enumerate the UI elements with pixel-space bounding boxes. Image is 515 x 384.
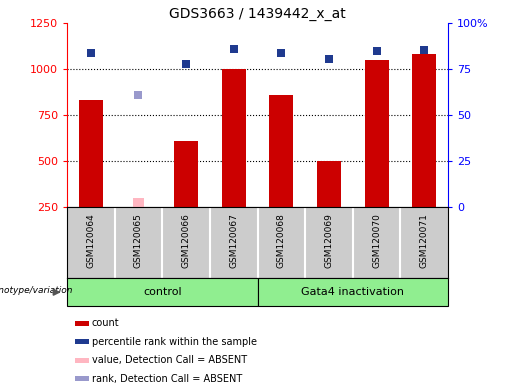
Point: [325, 56, 333, 62]
Text: genotype/variation: genotype/variation: [0, 286, 73, 295]
Text: percentile rank within the sample: percentile rank within the sample: [92, 337, 257, 347]
Text: GSM120070: GSM120070: [372, 213, 381, 268]
Text: GSM120065: GSM120065: [134, 213, 143, 268]
Bar: [269, 95, 293, 207]
Bar: [413, 55, 436, 207]
Text: control: control: [143, 287, 182, 297]
Text: rank, Detection Call = ABSENT: rank, Detection Call = ABSENT: [92, 374, 242, 384]
Point: [230, 46, 238, 52]
Bar: [222, 69, 246, 207]
Bar: [75, 321, 89, 326]
Text: Gata4 inactivation: Gata4 inactivation: [301, 287, 404, 297]
Bar: [174, 141, 198, 207]
Point: [87, 50, 95, 56]
Text: GSM120066: GSM120066: [182, 213, 191, 268]
Point: [182, 61, 190, 67]
Text: GSM120067: GSM120067: [229, 213, 238, 268]
Text: GSM120064: GSM120064: [87, 213, 95, 268]
Text: GSM120071: GSM120071: [420, 213, 428, 268]
Bar: [317, 161, 341, 207]
Point: [134, 92, 143, 98]
Title: GDS3663 / 1439442_x_at: GDS3663 / 1439442_x_at: [169, 7, 346, 21]
Bar: [75, 339, 89, 344]
Bar: [79, 101, 102, 207]
Bar: [365, 60, 388, 207]
Point: [420, 47, 428, 53]
Text: GSM120069: GSM120069: [324, 213, 333, 268]
FancyBboxPatch shape: [258, 278, 448, 306]
Point: [277, 50, 285, 56]
Text: value, Detection Call = ABSENT: value, Detection Call = ABSENT: [92, 355, 247, 365]
Point: [372, 48, 381, 54]
Text: GSM120068: GSM120068: [277, 213, 286, 268]
Bar: [133, 198, 144, 207]
Text: count: count: [92, 318, 119, 328]
FancyBboxPatch shape: [67, 278, 258, 306]
Bar: [75, 358, 89, 363]
Bar: [75, 376, 89, 381]
